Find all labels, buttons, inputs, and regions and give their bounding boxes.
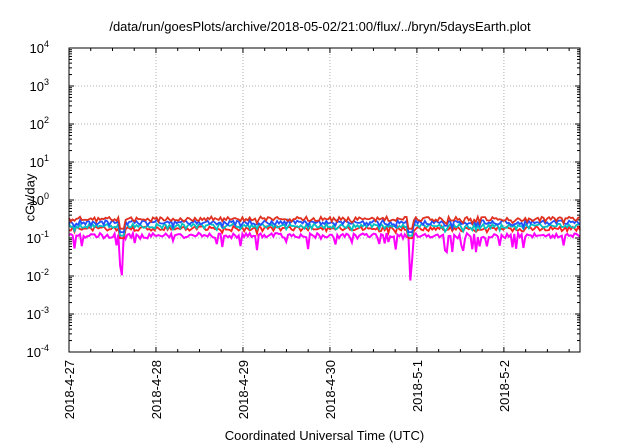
series-line: [68, 220, 581, 237]
series-line: [68, 217, 581, 233]
y-tick-label: 102: [30, 115, 49, 132]
y-tick-label: 10-4: [27, 343, 49, 360]
series-line: [68, 213, 581, 230]
y-tick-label: 100: [30, 191, 49, 208]
plot-frame: [68, 47, 581, 353]
chart-title: /data/run/goesPlots/archive/2018-05-02/2…: [109, 19, 531, 34]
y-tick-label: 10-3: [27, 305, 49, 322]
y-tick-label: 10-2: [27, 267, 49, 284]
y-tick-label: 101: [30, 153, 49, 170]
x-axis-label: Coordinated Universal Time (UTC): [224, 428, 425, 443]
x-tick-label: 2018-4-28: [149, 360, 164, 419]
x-tick-label: 2018-4-27: [62, 360, 77, 419]
x-tick-label: 2018-4-30: [323, 360, 338, 419]
y-tick-label: 104: [30, 39, 49, 56]
y-tick-label: 103: [30, 77, 49, 94]
series-line: [68, 229, 581, 281]
x-tick-label: 2018-4-29: [236, 360, 251, 419]
y-tick-label: 10-1: [27, 229, 49, 246]
x-tick-label: 2018-5-2: [497, 360, 512, 412]
x-tick-label: 2018-5-1: [410, 360, 425, 412]
